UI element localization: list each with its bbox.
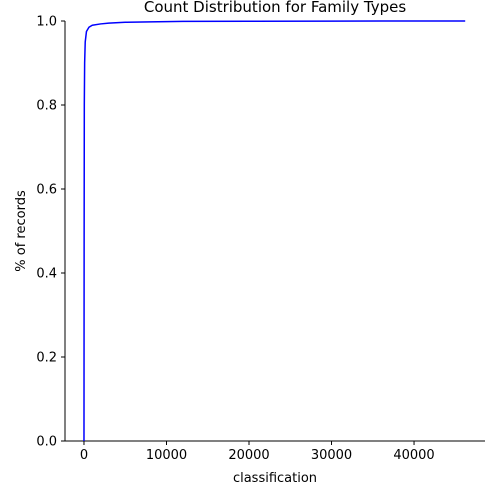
y-tick-label: 0.4 <box>36 267 57 282</box>
y-tick-label: 0.0 <box>36 435 57 450</box>
x-axis-ticks: 0 10000 20000 30000 40000 <box>80 441 435 463</box>
cdf-series-line <box>83 20 466 442</box>
x-tick-label: 0 <box>80 448 88 463</box>
x-axis-label: classification <box>233 471 317 486</box>
x-tick-label: 20000 <box>228 448 269 463</box>
y-tick-label: 0.2 <box>36 351 57 366</box>
y-tick-label: 0.6 <box>36 183 57 198</box>
y-axis-label: % of records <box>14 190 29 272</box>
x-tick-label: 30000 <box>311 448 352 463</box>
y-tick-label: 0.8 <box>36 99 57 114</box>
y-tick-label: 1.0 <box>36 15 57 30</box>
x-tick-label: 10000 <box>146 448 187 463</box>
x-tick-label: 40000 <box>393 448 434 463</box>
chart-title: Count Distribution for Family Types <box>144 0 406 16</box>
y-axis-ticks: 0.0 0.2 0.4 0.6 0.8 1.0 <box>36 15 65 450</box>
series-layer <box>83 20 466 442</box>
